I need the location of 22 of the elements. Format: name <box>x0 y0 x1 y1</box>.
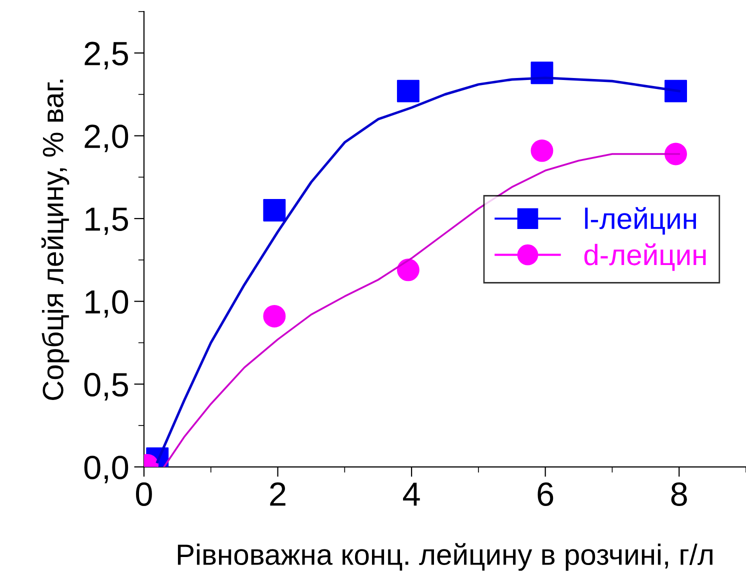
x-tick-label: 2 <box>270 482 286 506</box>
point <box>664 80 687 102</box>
y-tick-label: 0,5 <box>84 372 128 400</box>
x-tick-label: 0 <box>136 482 152 506</box>
x-tick-label: 8 <box>671 482 687 506</box>
point <box>263 305 286 328</box>
point <box>396 258 420 282</box>
y-tick-label: 2,5 <box>84 42 128 70</box>
y-tick-label: 2,0 <box>84 124 128 152</box>
point <box>263 199 286 222</box>
legend-label: d-лейцин <box>584 243 706 271</box>
legend-label: l-лейцин <box>585 207 696 235</box>
x-axis-title: Рівноважна конц. лейцину в розчині, г/л <box>178 543 712 571</box>
point <box>664 142 687 166</box>
y-axis-title: Сорбція лейцину, % ваг. <box>41 80 70 400</box>
x-tick-label: 6 <box>538 482 554 506</box>
y-tick-label: 1,5 <box>86 208 128 235</box>
y-tick-label: 0,0 <box>84 456 128 484</box>
point <box>396 80 420 102</box>
y-tick-label: 1,0 <box>86 290 128 318</box>
x-tick-label: 4 <box>403 482 420 506</box>
point <box>530 139 554 162</box>
